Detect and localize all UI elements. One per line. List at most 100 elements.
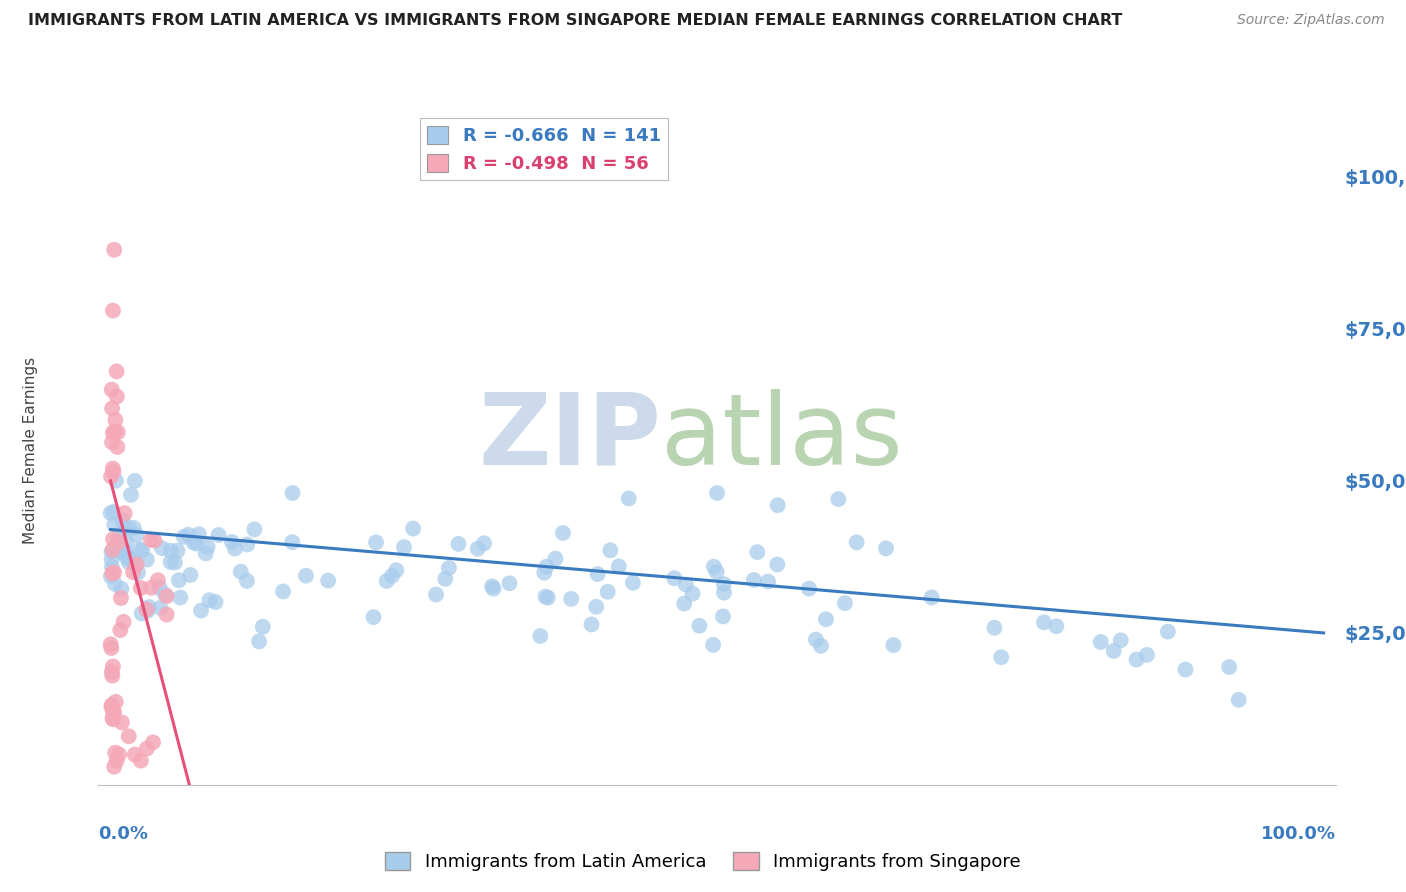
Point [101,435,124,450]
Point [146,573,169,587]
Point [159,555,181,569]
Point [150,541,173,555]
Point [204,595,226,609]
Point [105,364,128,378]
Point [621,575,644,590]
Point [682,586,704,600]
Point [921,591,943,605]
Point [186,536,208,550]
Point [534,590,557,604]
Point [122,565,145,579]
Point [392,540,415,554]
Point [1102,644,1125,658]
Point [472,536,495,550]
Point [664,571,686,585]
Point [875,541,897,556]
Point [617,491,640,506]
Point [101,711,124,725]
Point [1218,660,1240,674]
Point [1136,648,1159,662]
Point [131,543,153,558]
Point [766,498,789,512]
Point [104,413,127,427]
Point [529,629,551,643]
Point [766,558,789,572]
Point [129,581,152,595]
Point [114,506,136,520]
Point [108,747,131,762]
Point [1109,633,1132,648]
Point [104,746,127,760]
Point [100,569,122,583]
Point [481,579,503,593]
Point [163,556,186,570]
Point [104,474,127,488]
Point [281,486,304,500]
Point [845,535,868,549]
Point [713,577,735,591]
Point [114,521,136,535]
Point [101,566,124,581]
Point [316,574,339,588]
Point [581,617,603,632]
Point [101,303,124,318]
Point [447,537,470,551]
Point [434,572,457,586]
Point [118,551,141,566]
Point [142,735,165,749]
Point [120,488,142,502]
Point [118,555,141,569]
Point [101,559,124,574]
Point [814,612,837,626]
Point [756,574,779,589]
Point [138,600,160,615]
Point [107,532,129,546]
Point [173,530,195,544]
Point [271,584,294,599]
Point [104,425,127,439]
Point [810,639,832,653]
Point [101,425,124,440]
Point [101,461,124,475]
Point [607,559,630,574]
Point [675,577,697,591]
Point [122,555,145,569]
Point [536,559,558,574]
Point [537,591,560,605]
Legend: R = -0.666  N = 141, R = -0.498  N = 56: R = -0.666 N = 141, R = -0.498 N = 56 [419,119,668,180]
Point [131,607,153,621]
Point [166,543,188,558]
Point [179,568,201,582]
Point [115,535,138,549]
Point [100,544,122,558]
Point [101,698,124,712]
Point [100,699,122,714]
Point [1032,615,1054,630]
Point [125,528,148,542]
Point [990,650,1012,665]
Point [221,535,243,549]
Point [482,582,505,596]
Point [129,754,152,768]
Point [153,588,176,602]
Point [105,390,128,404]
Point [194,546,217,560]
Point [136,741,159,756]
Point [103,712,125,726]
Point [118,729,141,743]
Point [136,604,159,618]
Point [111,514,134,528]
Point [156,589,179,603]
Point [103,517,125,532]
Point [229,565,252,579]
Point [107,542,129,557]
Point [742,573,765,587]
Point [599,543,621,558]
Point [124,474,146,488]
Point [110,623,132,637]
Point [224,541,246,556]
Point [100,637,122,651]
Point [243,522,266,536]
Point [364,535,387,549]
Point [198,593,221,607]
